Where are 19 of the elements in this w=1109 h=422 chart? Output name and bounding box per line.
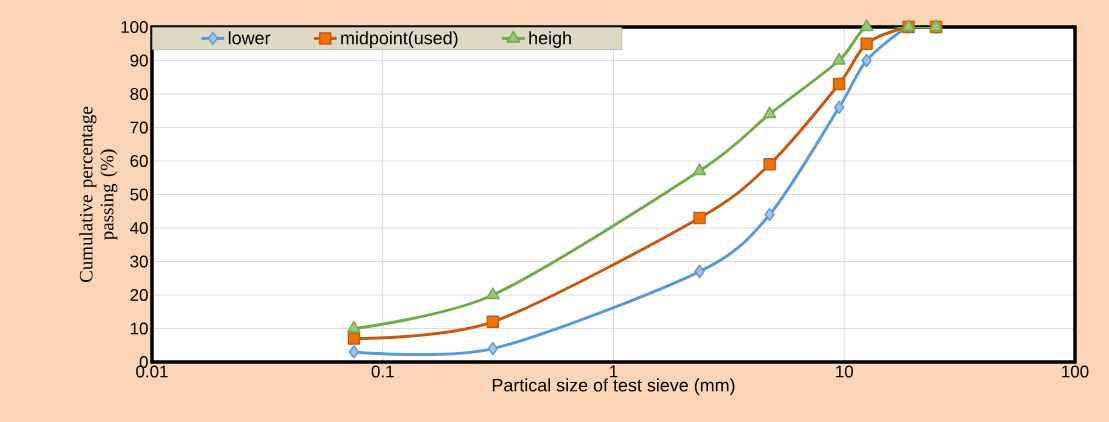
x-axis-title: Partical size of test sieve (mm): [492, 378, 735, 396]
x-tick-label: 100: [1062, 365, 1089, 378]
y-tick-label: 10: [130, 322, 148, 335]
x-tick-label: 10: [836, 365, 854, 378]
y-tick-label: 60: [130, 155, 148, 167]
y-tick-label: 20: [130, 289, 148, 301]
y-tick-label: 70: [130, 121, 148, 134]
y-tick-label: 40: [130, 222, 148, 234]
legend-label: lower: [228, 31, 271, 45]
x-tick-label: 1: [610, 365, 618, 378]
legend-label: midpoint(used): [341, 31, 458, 48]
y-tick-label: 50: [130, 188, 148, 201]
y-tick-label: 90: [130, 54, 148, 67]
y-tick-label: 80: [130, 88, 148, 100]
y-tick-label: 30: [130, 255, 148, 268]
y-tick-label: 100: [121, 21, 148, 33]
y-axis-title: Cumulative percentage passing (%): [79, 106, 118, 283]
x-tick-label: 0.1: [371, 365, 394, 378]
legend-label: heigh: [529, 31, 571, 48]
